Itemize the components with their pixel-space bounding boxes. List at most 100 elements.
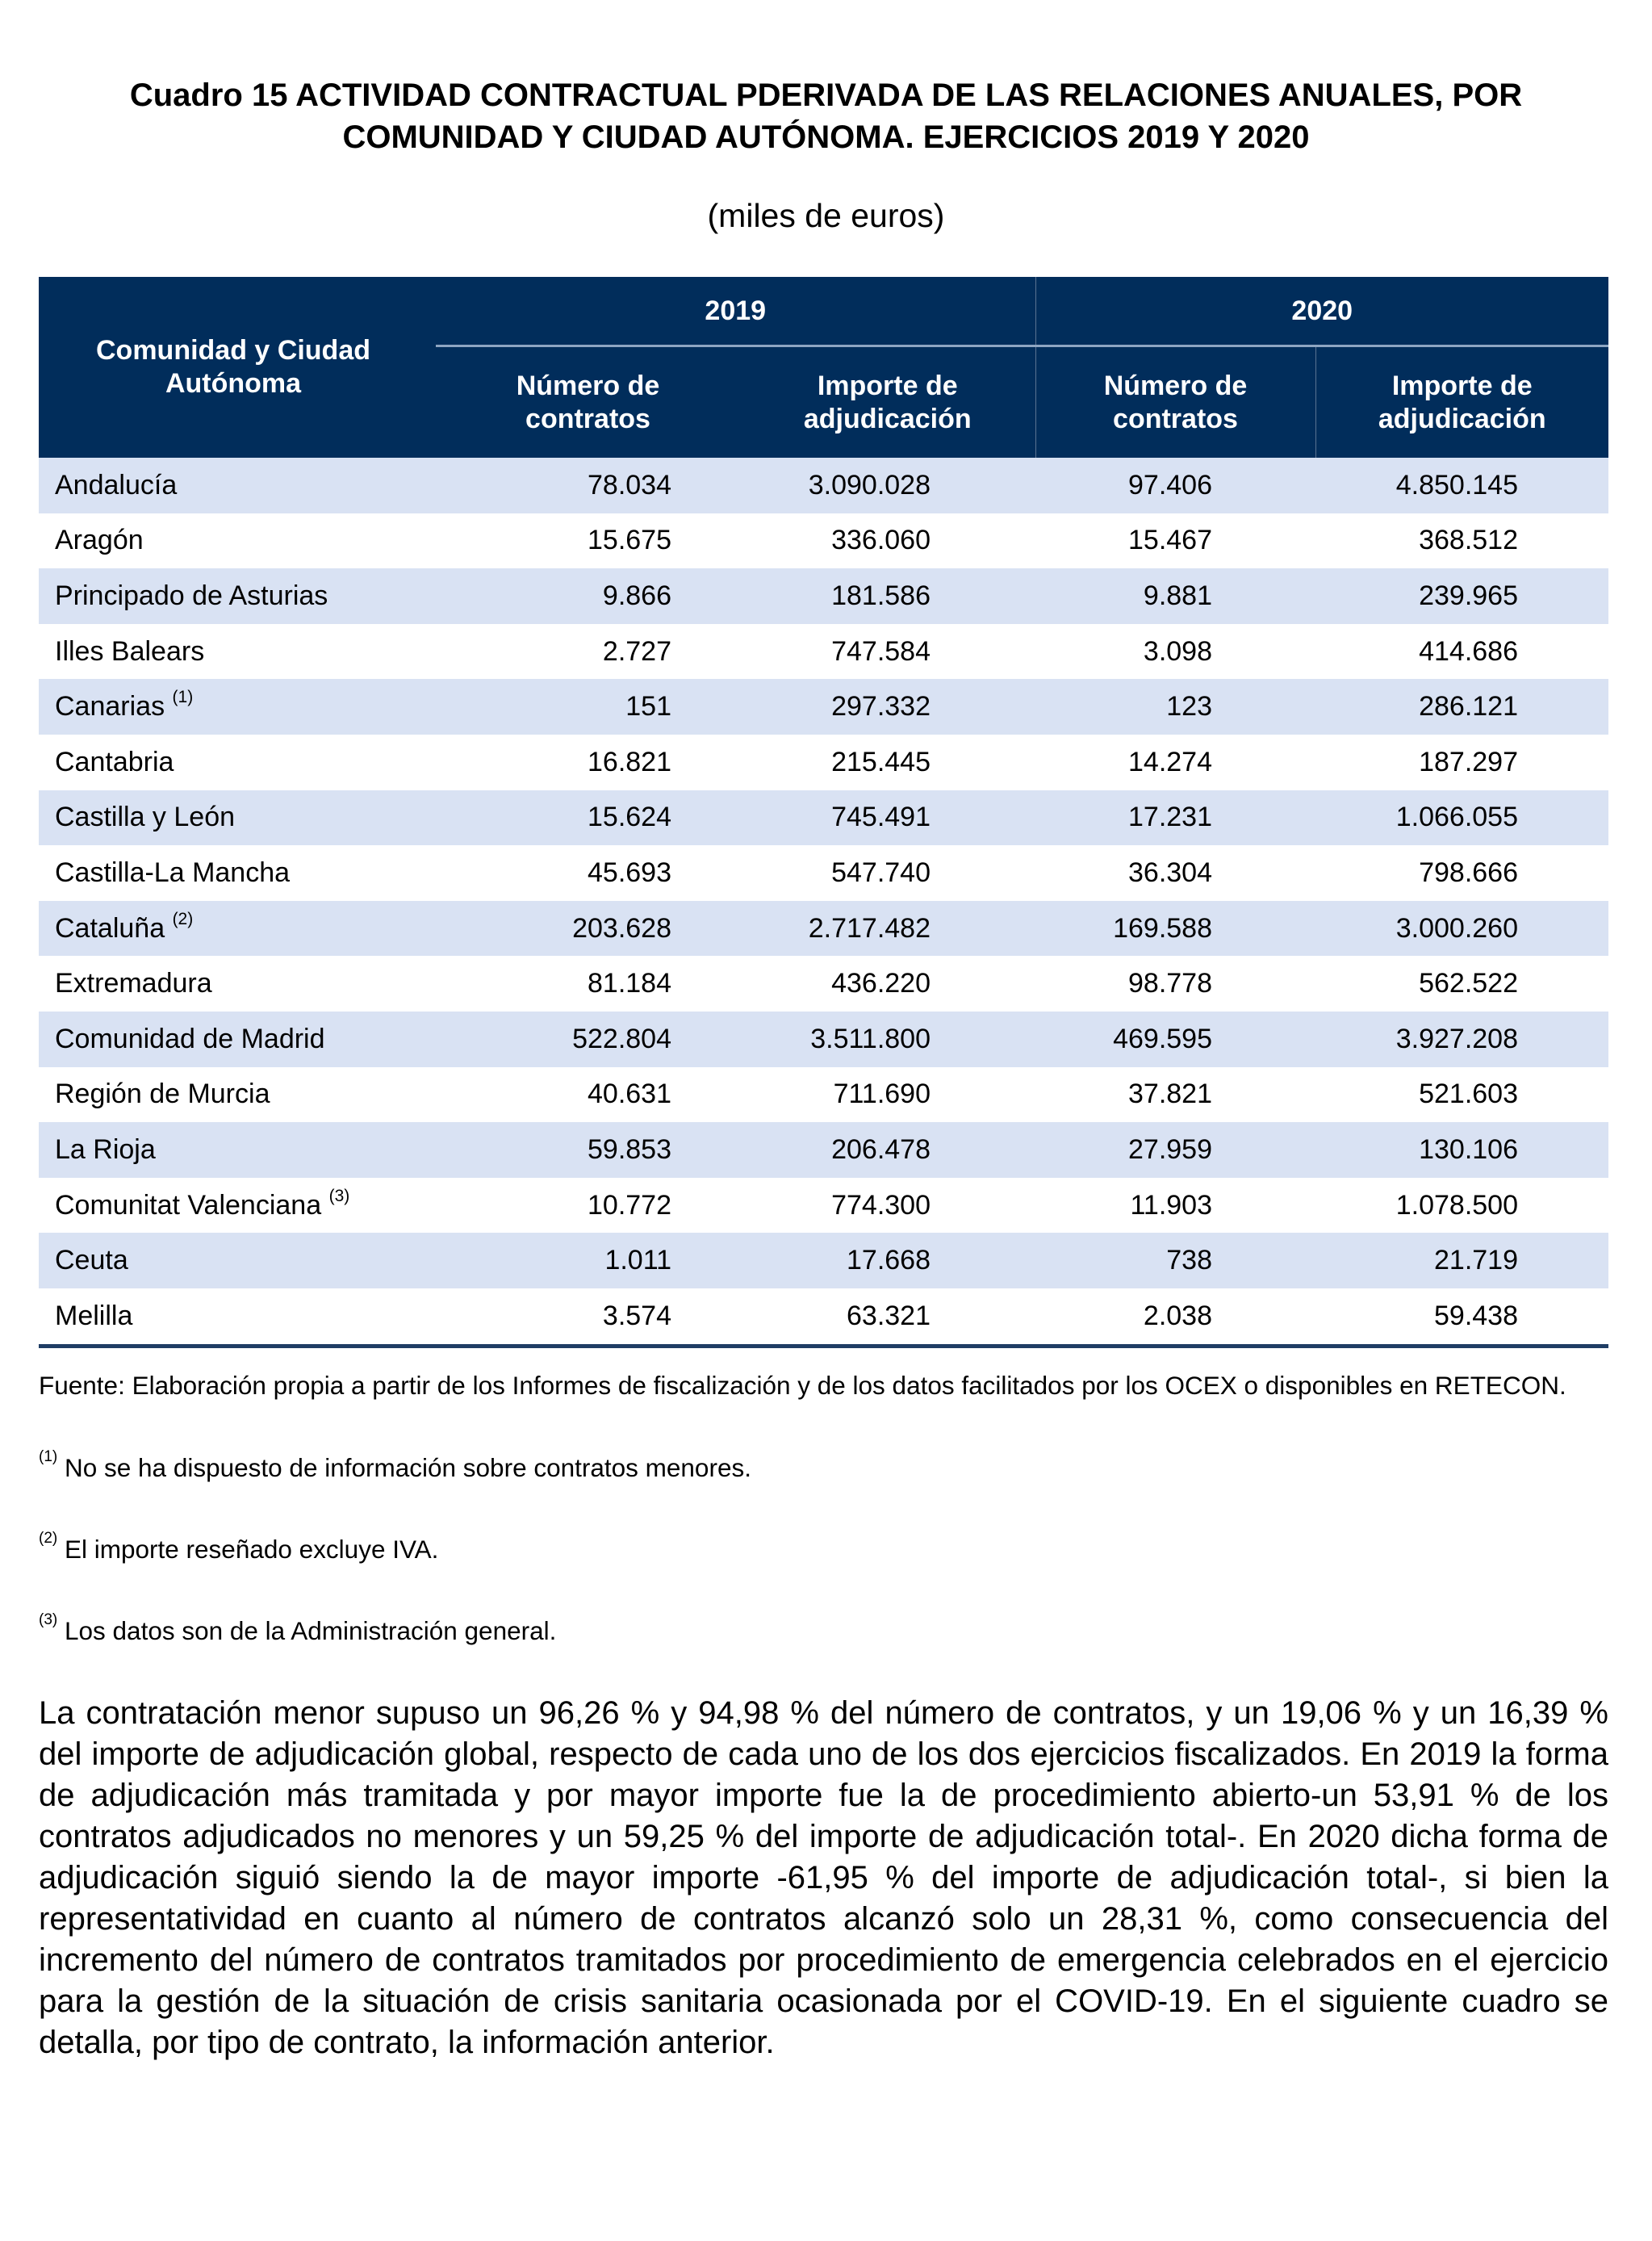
table-subtitle: (miles de euros)	[707, 197, 945, 234]
amount-2020-cell: 239.965	[1315, 568, 1608, 624]
region-name: Principado de Asturias	[39, 568, 436, 624]
amount-2020-cell: 130.106	[1315, 1122, 1608, 1178]
amount-2020-cell: 1.078.500	[1395, 1189, 1518, 1221]
amount-2020-cell: 3.000.260	[1315, 900, 1608, 957]
region-label: Castilla y León	[55, 802, 236, 833]
amount-2019-cell: 2.717.482	[740, 900, 1035, 957]
table-row: Aragón 15.675 336.060 15.467 368.512	[39, 513, 1608, 569]
region-name: La Rioja	[39, 1122, 436, 1178]
count-2020-cell: 17.231	[1035, 790, 1315, 846]
region-label: Castilla-La Mancha	[55, 857, 291, 888]
footnote-text: Los datos son de la Administración gener…	[65, 1616, 557, 1645]
data-table: Comunidad y Ciudad Autónoma 2019 2020 Nú…	[39, 277, 1608, 1348]
count-2020-cell: 469.595	[1035, 1011, 1315, 1067]
count-2019-cell: 15.675	[588, 525, 671, 556]
footnote-mark: (2)	[39, 1530, 58, 1547]
body-paragraph: La contratación menor supuso un 96,26 % …	[39, 1695, 1608, 2060]
region-name: Castilla y León	[39, 790, 436, 846]
amount-2020-cell: 1.066.055	[1315, 790, 1608, 846]
region-name: Castilla-La Mancha	[39, 845, 436, 901]
region-label: Extremadura	[55, 968, 212, 999]
count-2020-cell: 2.038	[1035, 1288, 1315, 1348]
header-count-2020: Número de contratos	[1035, 345, 1315, 458]
count-2020-cell: 11.903	[1130, 1189, 1212, 1221]
table-row: Melilla 3.574 63.321 2.038 59.438	[39, 1288, 1608, 1348]
footnote-ref: (2)	[172, 909, 194, 928]
count-2020-cell: 98.778	[1128, 968, 1212, 999]
amount-2019-cell: 3.090.028	[740, 458, 1035, 513]
region-label: Principado de Asturias	[55, 580, 328, 611]
region-name: Illes Balears	[39, 624, 436, 680]
amount-2019-cell: 436.220	[831, 968, 931, 999]
amount-2020-cell: 21.719	[1315, 1233, 1608, 1288]
table-row: Extremadura 81.184 436.220 98.778 562.522	[39, 956, 1608, 1012]
amount-2019-cell: 206.478	[740, 1122, 1035, 1178]
table-title: Cuadro 15 ACTIVIDAD CONTRACTUAL PDERIVAD…	[129, 77, 1523, 155]
table-row: Ceuta 1.011 17.668 738 21.719	[39, 1233, 1608, 1288]
count-2020-cell: 37.821	[1128, 1079, 1212, 1110]
count-2019-cell: 10.772	[588, 1189, 671, 1221]
count-2019-cell: 45.693	[588, 857, 671, 888]
table-row: Región de Murcia 40.631 711.690 37.821 521.6…	[39, 1067, 1608, 1123]
amount-2019-cell: 215.445	[831, 746, 931, 777]
count-2019-cell: 15.624	[436, 790, 740, 846]
table-row: Comunitat Valenciana (3) 10.772 774.300 11.…	[39, 1178, 1608, 1234]
amount-2020-cell: 798.666	[1419, 857, 1518, 888]
header-year-2019: 2019	[436, 277, 1035, 346]
region-name: Cantabria	[39, 735, 436, 790]
header-amount-2019: Importe de adjudicación	[740, 345, 1035, 458]
table-row: Principado de Asturias 9.866 181.586 9.881 2…	[39, 568, 1608, 624]
region-label: Comunitat Valenciana	[55, 1189, 322, 1221]
count-2020-cell: 27.959	[1035, 1122, 1315, 1178]
count-2020-cell: 9.881	[1035, 568, 1315, 624]
source-note: Fuente: Elaboración propia a partir de l…	[39, 1371, 1566, 1400]
count-2020-cell: 738	[1035, 1233, 1315, 1288]
footnote-mark: (3)	[39, 1611, 58, 1628]
region-label: Comunidad de Madrid	[55, 1023, 325, 1054]
count-2020-cell: 15.467	[1128, 525, 1212, 556]
count-2019-cell: 3.574	[436, 1288, 740, 1348]
region-name: Comunidad de Madrid	[39, 1011, 436, 1067]
region-label: Región de Murcia	[55, 1079, 270, 1110]
region-label: Aragón	[55, 525, 144, 556]
count-2019-cell: 203.628	[436, 900, 740, 957]
amount-2019-cell: 17.668	[740, 1233, 1035, 1288]
table-row: Castilla y León 15.624 745.491 17.231 1.066.…	[39, 790, 1608, 846]
footnote-mark: (1)	[39, 1448, 58, 1465]
amount-2019-cell: 63.321	[740, 1288, 1035, 1348]
count-2019-cell: 151	[436, 679, 740, 735]
amount-2020-cell: 59.438	[1315, 1288, 1608, 1348]
footnote-ref: (3)	[328, 1186, 350, 1205]
amount-2019-cell: 336.060	[831, 525, 931, 556]
region-label: Ceuta	[55, 1245, 128, 1276]
amount-2019-cell: 711.690	[833, 1079, 931, 1110]
count-2020-cell: 97.406	[1035, 458, 1315, 513]
count-2019-cell: 81.184	[588, 968, 671, 999]
region-name: Extremadura	[39, 956, 436, 1012]
footnote-3: (3) Los datos son de la Administración g…	[39, 1611, 557, 1646]
table-row: Andalucía 78.034 3.090.028 97.406 4.850.145	[39, 458, 1608, 513]
amount-2019-cell: 181.586	[740, 568, 1035, 624]
count-2019-cell: 16.821	[588, 746, 671, 777]
region-label: Illes Balears	[55, 635, 205, 667]
count-2019-cell: 59.853	[436, 1122, 740, 1178]
header-amount-2020: Importe de adjudicación	[1315, 345, 1608, 458]
header-year-2020: 2020	[1035, 277, 1608, 346]
count-2020-cell: 169.588	[1035, 900, 1315, 957]
footnote-2: (2) El importe reseñado excluye IVA.	[39, 1530, 438, 1565]
amount-2019-cell: 3.511.800	[740, 1011, 1035, 1067]
table-row: Cantabria 16.821 215.445 14.274 187.297	[39, 735, 1608, 790]
region-label: Canarias	[55, 691, 165, 723]
region-label: Cantabria	[55, 746, 174, 777]
footnote-1: (1) No se ha dispuesto de información so…	[39, 1448, 751, 1483]
table-row: Cataluña (2) 203.628 2.717.482 169.588 3.000…	[39, 900, 1608, 957]
amount-2020-cell: 521.603	[1419, 1079, 1518, 1110]
count-2019-cell: 78.034	[436, 458, 740, 513]
region-name: Ceuta	[39, 1233, 436, 1288]
region-name: Comunitat Valenciana (3)	[39, 1178, 436, 1234]
amount-2019-cell: 774.300	[831, 1189, 931, 1221]
count-2020-cell: 3.098	[1143, 635, 1212, 667]
footnote-text: No se ha dispuesto de información sobre …	[65, 1453, 751, 1482]
count-2020-cell: 123	[1035, 679, 1315, 735]
region-name: Aragón	[39, 513, 436, 569]
